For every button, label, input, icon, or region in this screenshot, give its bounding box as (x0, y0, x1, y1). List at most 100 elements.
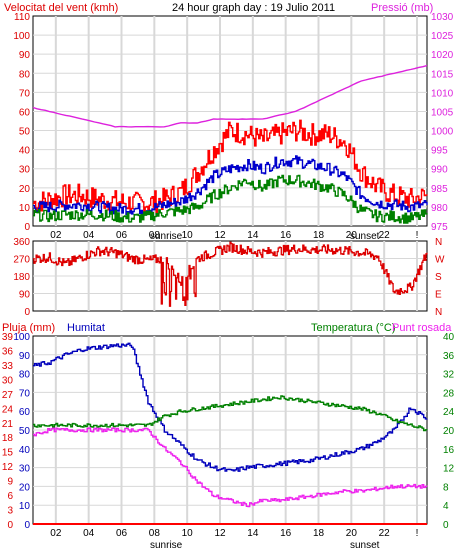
wind-y-tick-90: 90 (19, 50, 31, 61)
wind-y-tick-100: 100 (13, 31, 30, 42)
rain-y-tick-27: 27 (2, 390, 14, 401)
pressure-y-tick-1020: 1020 (431, 50, 454, 61)
rain-y-ticks: 0 10 20 30 40 50 60 70 80 90 100 (13, 332, 30, 531)
dew-title: Punt rosada (392, 322, 452, 334)
temp-y-tick-12: 12 (443, 464, 455, 475)
temp-y-tick-20: 20 (443, 426, 455, 437)
direction-y-ticks: 0 90 180 270 360 (13, 237, 30, 318)
humidity-y-tick-60: 60 (19, 407, 31, 418)
series-temperature (33, 395, 428, 432)
series-avg (33, 155, 428, 216)
compass-tick-4: N (435, 237, 442, 248)
rain-y-tick-24: 24 (2, 404, 14, 415)
sunrise-label-bottom: sunrise (150, 540, 183, 551)
temp-y-tick-24: 24 (443, 407, 455, 418)
pressure-y-tick-1030: 1030 (431, 12, 454, 23)
humidity-y-tick-90: 90 (19, 351, 31, 362)
humidity-grid (33, 336, 427, 524)
wind-x-tick-0: 02 (50, 230, 62, 241)
rain-y-tick-39: 39 (2, 332, 14, 343)
pressure-y-tick-1005: 1005 (431, 107, 454, 118)
humidity-x-tick-0: 02 (50, 528, 62, 539)
direction-y-tick-180: 180 (13, 272, 30, 283)
pressure-y-tick-1025: 1025 (431, 31, 454, 42)
wind-y-tick-0: 0 (24, 222, 30, 233)
rain-y-tick-3: 3 (7, 506, 13, 517)
series-low (33, 174, 428, 224)
wind-y-tick-80: 80 (19, 69, 31, 80)
humidity-x-tick-5: 12 (214, 528, 226, 539)
pressure-y-tick-1010: 1010 (431, 88, 454, 99)
wind-x-tick-3: 08 (149, 230, 161, 241)
temp-y-tick-16: 16 (443, 445, 455, 456)
wind-x-tick-8: 18 (313, 230, 325, 241)
pressure-title: Pressió (mb) (371, 2, 433, 14)
pressure-y-ticks: 975 980 985 990 995 1000 1005 1010 1015 1020 1025 1… (431, 12, 454, 233)
series-humidity (33, 342, 428, 472)
wind-y-tick-110: 110 (14, 12, 30, 23)
wind-x-tick-4: 10 (182, 230, 194, 241)
temp-y-tick-36: 36 (443, 351, 455, 362)
humidity-y-tick-20: 20 (19, 482, 31, 493)
pressure-y-tick-990: 990 (431, 165, 448, 176)
wind-x-tick-7: 16 (280, 230, 292, 241)
pressure-y-tick-985: 985 (431, 184, 448, 195)
sunset-label-top: sunset (350, 231, 380, 242)
humidity-x-tick-2: 06 (116, 528, 128, 539)
temp-y-tick-28: 28 (443, 388, 455, 399)
wind-x-tick-10: 22 (379, 230, 391, 241)
humidity-x-tick-10: 22 (379, 528, 391, 539)
rain-y-tick-12: 12 (2, 462, 14, 473)
temp-y-tick-4: 4 (443, 501, 449, 512)
wind-series (32, 64, 428, 224)
humidity-y-tick-50: 50 (19, 426, 31, 437)
wind-y-tick-20: 20 (19, 184, 31, 195)
series-pressure (32, 64, 428, 128)
pressure-y-tick-975: 975 (431, 222, 448, 233)
temp-y-tick-0: 0 (443, 520, 449, 531)
sunrise-label-top: sunrise (150, 231, 183, 242)
series-direction (33, 241, 428, 307)
rain-y-tick-33: 33 (2, 361, 14, 372)
wind-y-ticks: 0 10 20 30 40 50 60 70 80 90 100 110 (13, 12, 30, 233)
pressure-y-tick-980: 980 (431, 203, 448, 214)
direction-y-tick-360: 360 (13, 237, 30, 248)
temp-title: Temperatura (°C) (311, 322, 395, 334)
rain-title: Pluja (mm) (2, 322, 55, 334)
sunset-label-bottom: sunset (350, 540, 380, 551)
graph-title: 24 hour graph day : 19 Julio 2011 (172, 2, 335, 14)
wind-x-ticks: 02 04 06 08 10 12 14 16 18 20 22! (50, 230, 418, 241)
humidity-y-tick-30: 30 (19, 464, 31, 475)
rain-y-tick-0: 0 (7, 520, 13, 531)
pressure-y-tick-1015: 1015 (431, 69, 454, 80)
humidity-y-tick-40: 40 (19, 445, 31, 456)
temp-y-tick-8: 8 (443, 482, 449, 493)
wind-y-tick-30: 30 (19, 165, 31, 176)
direction-y-tick-90: 90 (19, 290, 31, 301)
humidity-y-tick-100: 100 (13, 332, 30, 343)
wind-y-tick-10: 10 (19, 203, 31, 214)
pressure-y-tick-995: 995 (431, 146, 448, 157)
direction-series (33, 241, 428, 307)
wind-x-tick-9: 20 (346, 230, 358, 241)
rain-y-tick-21: 21 (2, 419, 14, 430)
humidity-y-tick-80: 80 (19, 370, 31, 381)
temp-y-tick-32: 32 (443, 370, 455, 381)
rain-y-tick-9: 9 (7, 477, 13, 488)
humidity-y-tick-0: 0 (24, 520, 30, 531)
humidity-y-tick-70: 70 (19, 388, 31, 399)
humidity-x-tick-7: 16 (280, 528, 292, 539)
wind-x-tick-1: 04 (83, 230, 95, 241)
wind-x-tick-5: 12 (214, 230, 226, 241)
humidity-x-tick-4: 10 (182, 528, 194, 539)
rain-y-tick-15: 15 (2, 448, 14, 459)
humidity-title: Humitat (67, 322, 105, 334)
compass-tick-0: N (435, 307, 442, 318)
wind-x-tick-2: 06 (116, 230, 128, 241)
temp-y-tick-40: 40 (443, 332, 455, 343)
wind-y-tick-60: 60 (19, 107, 31, 118)
